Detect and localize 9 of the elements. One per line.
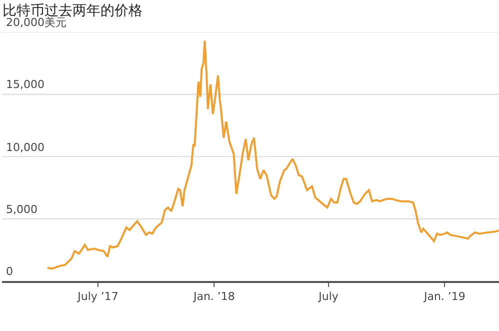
y-tick-label: 10,000 [6,141,44,154]
x-tick-label: July [318,290,339,304]
x-tick-label: Jan. ’19 [422,290,466,304]
y-tick-label: 15,000 [6,78,44,91]
x-tick-label: Jan. ’18 [192,290,235,304]
y-tick-label: 20,000美元 [6,16,66,29]
x-tick-label: July ’17 [76,290,118,304]
y-tick-label: 0 [6,265,13,278]
y-tick-label: 5,000 [6,203,38,216]
